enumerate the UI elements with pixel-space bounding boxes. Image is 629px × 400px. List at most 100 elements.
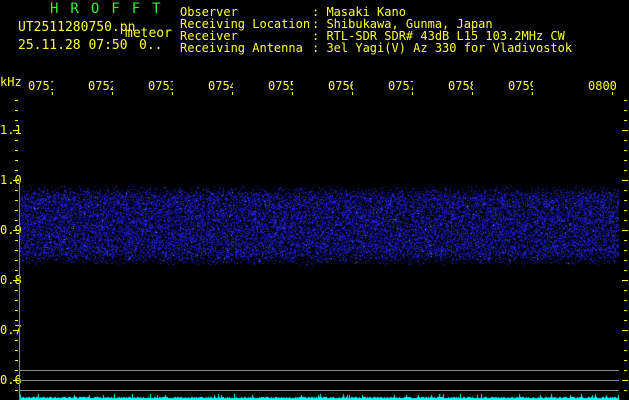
y-tick bbox=[15, 310, 18, 311]
antenna-value: : 3el Yagi(V) Az 330 for Vladivostok bbox=[312, 41, 573, 55]
y-tick bbox=[624, 320, 627, 321]
filename: UT2511280750.pn bbox=[18, 20, 136, 35]
y-tick bbox=[13, 130, 19, 131]
y-tick bbox=[15, 300, 18, 301]
y-tick bbox=[624, 170, 627, 171]
y-tick bbox=[15, 340, 18, 341]
counter: 0.. bbox=[139, 38, 163, 53]
time-label: 0759 bbox=[508, 80, 533, 92]
y-tick bbox=[624, 220, 627, 221]
time-label: 0800 bbox=[588, 80, 617, 92]
y-tick bbox=[15, 390, 18, 391]
time-tick bbox=[532, 92, 533, 95]
y-tick bbox=[622, 280, 628, 281]
y-tick bbox=[624, 340, 627, 341]
time-label: 0758 bbox=[448, 80, 473, 92]
y-tick-label: 0.8 bbox=[0, 273, 22, 287]
time-tick bbox=[232, 92, 233, 95]
observer-label: Observer bbox=[180, 5, 238, 19]
y-tick bbox=[624, 370, 627, 371]
time-tick bbox=[352, 92, 353, 95]
y-tick bbox=[15, 150, 18, 151]
y-tick bbox=[624, 260, 627, 261]
y-tick-label: 0.9 bbox=[0, 223, 22, 237]
location-value: : Shibukawa, Gunma, Japan bbox=[312, 17, 493, 31]
y-tick bbox=[15, 120, 18, 121]
y-tick bbox=[622, 380, 628, 381]
y-tick bbox=[15, 220, 18, 221]
y-tick bbox=[624, 100, 627, 101]
y-tick bbox=[624, 140, 627, 141]
y-tick bbox=[15, 250, 18, 251]
time-label: 0755 bbox=[268, 80, 293, 92]
y-tick bbox=[624, 390, 627, 391]
y-tick-label: 1.0 bbox=[0, 173, 22, 187]
time-tick bbox=[172, 92, 173, 95]
y-tick bbox=[15, 290, 18, 291]
y-tick-label: 0.7 bbox=[0, 323, 22, 337]
y-tick bbox=[15, 370, 18, 371]
y-tick bbox=[15, 170, 18, 171]
y-tick bbox=[15, 350, 18, 351]
y-tick bbox=[622, 230, 628, 231]
location-label: Receiving Location bbox=[180, 17, 311, 31]
y-tick bbox=[624, 110, 627, 111]
time-label: 0757 bbox=[388, 80, 413, 92]
y-tick-label: 1.1 bbox=[0, 123, 22, 137]
y-tick bbox=[13, 230, 19, 231]
y-tick bbox=[15, 260, 18, 261]
reference-line bbox=[20, 370, 619, 371]
y-tick bbox=[622, 130, 628, 131]
y-tick bbox=[622, 180, 628, 181]
y-tick bbox=[15, 140, 18, 141]
y-tick bbox=[624, 290, 627, 291]
time-tick bbox=[412, 92, 413, 95]
time-tick bbox=[292, 92, 293, 95]
y-tick bbox=[624, 360, 627, 361]
y-unit-label: kHz bbox=[0, 75, 22, 89]
y-tick bbox=[15, 320, 18, 321]
time-label: 0756 bbox=[328, 80, 353, 92]
time-tick bbox=[612, 92, 613, 95]
y-tick bbox=[624, 150, 627, 151]
y-tick bbox=[622, 330, 628, 331]
mode-label: meteor bbox=[125, 26, 172, 41]
y-tick bbox=[15, 190, 18, 191]
time-tick bbox=[52, 92, 53, 95]
y-axis-line bbox=[19, 181, 20, 400]
observer-value: : Masaki Kano bbox=[312, 5, 406, 19]
y-tick bbox=[624, 120, 627, 121]
time-label: 0752 bbox=[88, 80, 113, 92]
time-label: 0754 bbox=[208, 80, 233, 92]
datetime: 25.11.28 07:50 bbox=[18, 38, 128, 53]
y-tick bbox=[624, 350, 627, 351]
y-tick bbox=[15, 110, 18, 111]
receiver-label: Receiver bbox=[180, 29, 238, 43]
y-tick bbox=[15, 200, 18, 201]
y-tick bbox=[15, 360, 18, 361]
receiver-value: : RTL-SDR SDR# 43dB L15 103.2MHz CW bbox=[312, 29, 565, 43]
antenna-label: Receiving Antenna bbox=[180, 41, 303, 55]
y-tick bbox=[13, 330, 19, 331]
y-tick bbox=[624, 310, 627, 311]
reference-line bbox=[20, 380, 619, 381]
y-tick bbox=[15, 270, 18, 271]
y-tick bbox=[15, 210, 18, 211]
y-tick bbox=[624, 210, 627, 211]
y-tick bbox=[15, 160, 18, 161]
y-tick bbox=[624, 250, 627, 251]
time-tick bbox=[472, 92, 473, 95]
y-tick bbox=[624, 240, 627, 241]
app-title: HROFFT bbox=[50, 1, 173, 17]
y-tick bbox=[624, 300, 627, 301]
time-label: 0753 bbox=[148, 80, 173, 92]
y-tick-label: 0.6 bbox=[0, 373, 22, 387]
y-tick bbox=[15, 100, 18, 101]
time-tick bbox=[112, 92, 113, 95]
y-tick bbox=[13, 280, 19, 281]
y-tick bbox=[624, 160, 627, 161]
y-tick bbox=[15, 240, 18, 241]
reference-line bbox=[20, 390, 619, 391]
y-tick bbox=[624, 190, 627, 191]
